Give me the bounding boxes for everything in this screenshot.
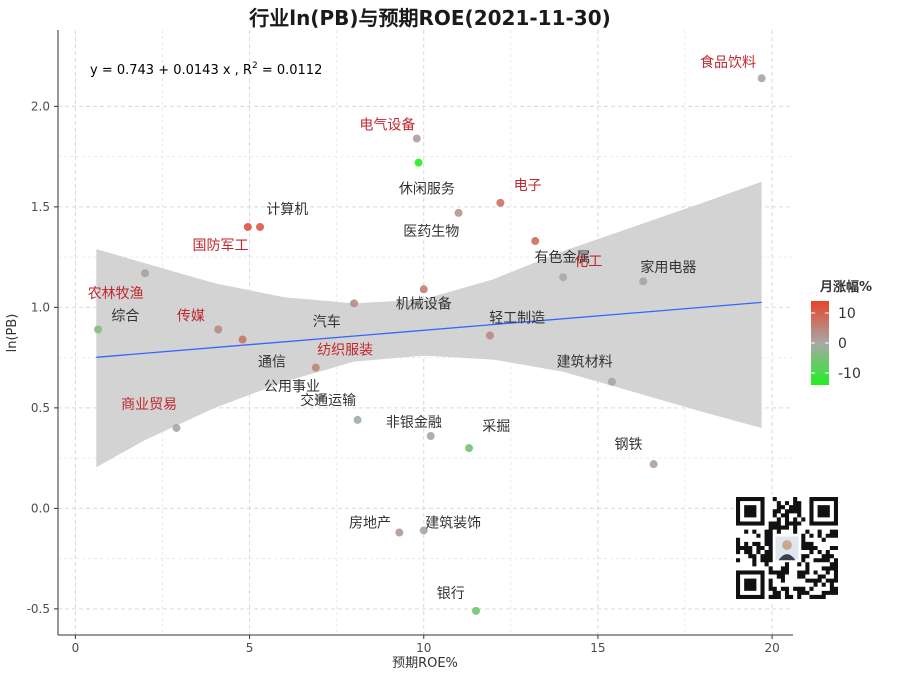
x-tick-label: 15 [590,641,605,655]
point-label: 非银金融 [386,415,442,431]
point-22 [172,423,181,432]
point-label: 化工 [574,254,602,270]
point-label: 电气设备 [359,117,415,134]
x-axis-ticks: 0 5 10 15 20 [72,635,780,655]
point-label: 计算机 [266,202,308,218]
point-5 [454,208,463,217]
y-tick-label: 1.0 [31,300,50,314]
point-7 [243,222,252,231]
legend-ticks: 10 0 -10 [811,306,861,382]
equation-superscript: 2 [252,61,258,71]
qr-finder [744,578,757,591]
legend-colorbar [811,301,829,385]
point-21 [353,415,362,424]
point-label: 传媒 [177,309,205,325]
point-11 [639,277,648,286]
y-tick-label: 0.0 [31,501,50,515]
x-tick-label: 10 [416,641,431,655]
point-label: 银行 [437,586,465,602]
qr-finder [744,505,757,518]
regression-equation: y = 0.743 + 0.0143 x , R2 = 0.0112 [90,61,322,78]
point-14 [94,325,103,334]
point-label: 电子 [514,178,542,194]
point-24 [465,444,474,453]
point-label: 机械设备 [396,295,452,312]
point-27 [395,528,404,537]
point-label: 公用事业 [264,379,320,395]
point-17 [238,335,247,344]
point-label: 休闲服务 [399,182,455,198]
chart-title: 行业ln(PB)与预期ROE(2021-11-30) [248,6,611,30]
point-label: 交通运输 [300,392,356,409]
qr-modules [736,497,838,599]
qr-finder [817,505,830,518]
point-28 [472,606,481,615]
point-label: 农林牧渔 [88,286,144,302]
point-label: 有色金属 [535,249,591,266]
point-19 [607,377,616,386]
regression-line-path [96,301,762,358]
legend-title: 月涨幅% [819,279,872,295]
x-tick-label: 5 [246,641,254,655]
regression-line [96,301,762,358]
equation-prefix: y = 0.743 + 0.0143 x , R [90,63,252,78]
point-23 [426,432,435,441]
qr-avatar-head [782,540,792,550]
y-tick-label: 0.5 [31,401,50,415]
legend-tick-label: 0 [838,336,847,352]
point-label: 食品饮料 [700,54,756,71]
y-axis-ticks: -0.5 0.0 0.5 1.0 1.5 2.0 [27,99,58,616]
legend-tick-label: -10 [838,366,861,382]
qr-avatar-body [778,554,796,561]
point-9 [141,269,150,278]
point-25 [649,460,658,469]
point-label: 通信 [258,355,286,371]
point-6 [256,222,265,231]
point-label: 纺织服装 [317,343,373,359]
x-tick-label: 0 [72,641,80,655]
x-axis-title: 预期ROE% [392,656,458,671]
point-18 [311,363,320,372]
point-26 [419,526,428,535]
point-16 [485,331,494,340]
data-points [94,74,766,615]
point-label: 综合 [111,309,139,325]
qr-code-icon [734,495,840,601]
point-3 [414,158,423,167]
point-label: 汽车 [313,313,341,330]
equation-suffix: = 0.0112 [258,63,323,78]
y-tick-label: -0.5 [27,602,50,616]
x-tick-label: 20 [764,641,779,655]
point-10 [559,273,568,282]
point-13 [350,299,359,308]
color-legend: 月涨幅% 10 0 -10 [811,279,872,385]
point-1 [757,74,766,83]
point-label: 商业贸易 [121,397,177,413]
y-tick-label: 1.5 [31,200,50,214]
point-label: 房地产 [349,516,391,532]
point-15 [214,325,223,334]
point-label: 医药生物 [403,224,459,240]
point-label: 家用电器 [640,259,696,276]
point-8 [531,237,540,246]
point-label: 钢铁 [615,437,643,453]
point-12 [419,285,428,294]
y-axis-title: ln(PB) [5,314,20,353]
point-4 [496,198,505,207]
point-label: 国防军工 [193,238,249,254]
confidence-band [96,181,762,468]
legend-tick-label: 10 [838,306,856,322]
confidence-band-area [96,181,762,468]
y-tick-label: 2.0 [31,99,50,113]
point-label: 建筑装饰 [425,516,481,532]
point-2 [412,134,421,143]
point-label: 轻工制造 [489,311,545,327]
point-20 [315,393,324,402]
point-label: 采掘 [482,419,510,435]
point-label: 建筑材料 [557,355,613,371]
